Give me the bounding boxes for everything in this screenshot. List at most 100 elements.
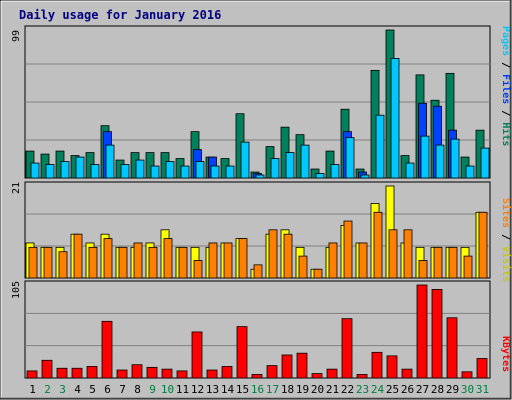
sites-bar [58,251,68,279]
day-label: 11 [176,383,189,396]
sites-bar [328,242,338,279]
day-label: 20 [311,383,324,396]
pages-bar [405,162,415,179]
sites-bar [103,238,113,279]
pages-bar [45,164,55,179]
pages-bar [360,174,370,179]
pages-bar [180,165,190,179]
day-label: 29 [446,383,459,396]
pages-bar [420,135,430,179]
day-label: 18 [281,383,294,396]
kbytes-bar [446,317,458,379]
pages-bar [60,161,70,179]
pages-bar [240,141,250,179]
pages-bar [120,164,130,179]
pages-bar [435,144,445,179]
pages-bar [270,158,280,179]
sites-bar [463,255,473,279]
kbytes-bar [191,331,203,379]
pages-bar [255,174,265,179]
legend-entry: Pages [500,26,511,56]
pages-bar [465,165,475,179]
legend-entry: KBytes [500,336,511,372]
sites-bar [208,242,218,279]
kbytes-bar [476,358,488,379]
pages-bar [480,147,490,179]
sites-bar [118,246,128,279]
kbytes-bar [311,373,323,379]
sites-visits-panel [24,181,491,279]
kbytes-bar [161,368,173,379]
sites-bar [388,229,398,279]
sites-bar [73,233,83,279]
kbytes-bar [236,326,248,379]
pages-bar [210,165,220,179]
sites-bar [148,246,158,279]
hits-bar [145,152,155,179]
kbytes-bar [146,366,158,379]
pages-bar [330,164,340,179]
sites-bar [478,211,488,279]
pages-bar [375,114,385,179]
chart-title: Daily usage for January 2016 [19,8,221,22]
legend-pages-files-hits: Pages / Files / Hits [500,26,512,146]
legend-sites-visits: Sites / Visits [500,198,512,282]
sites-bar [178,246,188,279]
day-label: 8 [134,383,141,396]
kbytes-bar [401,368,413,379]
sites-bar [163,238,173,279]
sites-bar [433,246,443,279]
legend-entry: / [500,56,511,74]
day-label: 23 [356,383,369,396]
sites-bar [373,211,383,279]
day-label: 12 [191,383,204,396]
kbytes-bar [56,367,68,379]
legend-kbytes: KBytes [500,336,511,372]
kbytes-bar [251,374,263,379]
hits-files-pages-panel [24,25,491,179]
pages-bar [300,144,310,179]
pages-bar [75,156,85,179]
sites-bar [253,264,263,279]
day-label: 19 [296,383,309,396]
sites-bar [193,260,203,279]
kbytes-bar [71,367,83,379]
kbytes-bar [131,364,143,379]
kbytes-bar [86,366,98,379]
sites-bar [268,229,278,279]
sites-bar [283,233,293,279]
pages-bar [225,165,235,179]
day-label: 1 [29,383,36,396]
sites-bar [298,255,308,279]
day-label: 27 [416,383,429,396]
day-label: 21 [326,383,339,396]
kbytes-bar [281,354,293,379]
pages-bar [150,165,160,179]
sites-bar [313,268,323,279]
sites-bar [448,246,458,279]
pages-bar [165,161,175,179]
legend-entry: / [500,228,511,246]
sites-bar [343,220,353,279]
kbytes-bar [371,351,383,379]
kbytes-bar [266,365,278,379]
day-label: 9 [149,383,156,396]
day-label: 22 [341,383,354,396]
kbytes-bar [101,320,113,379]
day-label: 25 [386,383,399,396]
legend-entry: / [500,104,511,122]
kbytes-bar [416,284,428,379]
sites-bar [358,242,368,279]
kbytes-bar [296,352,308,379]
day-label: 4 [74,383,81,396]
day-label: 3 [59,383,66,396]
day-label: 31 [476,383,489,396]
kbytes-bar [386,355,398,379]
legend-entry: Files [500,74,512,104]
day-label: 28 [431,383,444,396]
sites-bar [223,242,233,279]
day-label: 24 [371,383,385,396]
day-label: 15 [236,383,249,396]
ymax-label-top: 99 [11,30,22,42]
